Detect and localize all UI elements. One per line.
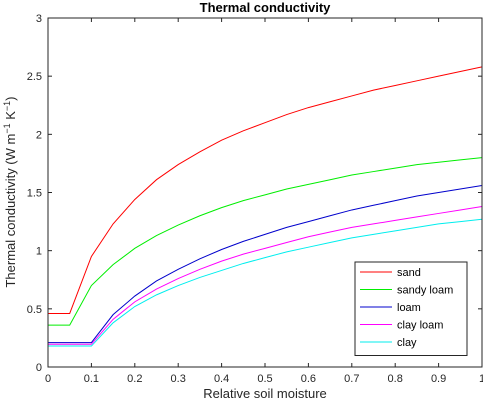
- y-axis-label: Thermal conductivity (W m−1 K−1): [2, 96, 18, 287]
- x-ticks: 0 0.1 0.2 0.3 0.4 0.5 0.6 0.7 0.8 0.9 1: [45, 18, 483, 385]
- x-tick-label: 0.8: [388, 373, 403, 385]
- series-lines: [48, 66, 483, 347]
- y-axis-label-sup1: −1: [2, 123, 12, 133]
- y-tick-label: 0: [36, 362, 42, 374]
- y-tick-label: 2.5: [27, 71, 42, 83]
- y-tick-label: 3: [36, 13, 42, 25]
- y-tick-label: 1.5: [27, 188, 42, 200]
- x-tick-label: 0: [45, 373, 51, 385]
- x-tick-label: 0.6: [301, 373, 316, 385]
- legend-entry: clay: [397, 337, 417, 349]
- y-axis-label-sup2: −1: [2, 101, 12, 111]
- legend-entry: sand: [397, 267, 421, 279]
- x-tick-label: 0.3: [171, 373, 186, 385]
- series-line-sandy-loam: [48, 157, 483, 326]
- x-tick-label: 0.2: [127, 373, 142, 385]
- x-tick-label: 0.7: [344, 373, 359, 385]
- x-tick-label: 0.1: [84, 373, 99, 385]
- y-axis-label-end: ): [3, 96, 18, 100]
- y-tick-label: 2: [36, 129, 42, 141]
- legend-entry: sandy loam: [397, 285, 453, 297]
- y-ticks: 0 0.5 1 1.5 2 2.5 3: [27, 13, 482, 374]
- y-axis-label-mid: K: [3, 111, 18, 124]
- x-tick-label: 0.9: [431, 373, 446, 385]
- y-tick-label: 1: [36, 246, 42, 258]
- chart-title: Thermal conductivity: [200, 0, 332, 15]
- series-line-sand: [48, 66, 483, 314]
- y-tick-label: 0.5: [27, 304, 42, 316]
- x-tick-label: 0.4: [214, 373, 229, 385]
- legend: sand sandy loam loam clay loam clay: [354, 261, 468, 356]
- legend-entry: loam: [397, 302, 421, 314]
- x-tick-label: 0.5: [257, 373, 272, 385]
- x-tick-label: 1: [479, 373, 483, 385]
- y-axis-label-main: Thermal conductivity (W m: [3, 134, 18, 288]
- series-line-clay: [48, 218, 483, 347]
- series-line-loam: [48, 185, 483, 344]
- legend-box: [354, 261, 468, 356]
- x-axis-label: Relative soil moisture: [203, 386, 327, 401]
- series-line-clay-loam: [48, 205, 483, 345]
- legend-entry: clay loam: [397, 320, 443, 332]
